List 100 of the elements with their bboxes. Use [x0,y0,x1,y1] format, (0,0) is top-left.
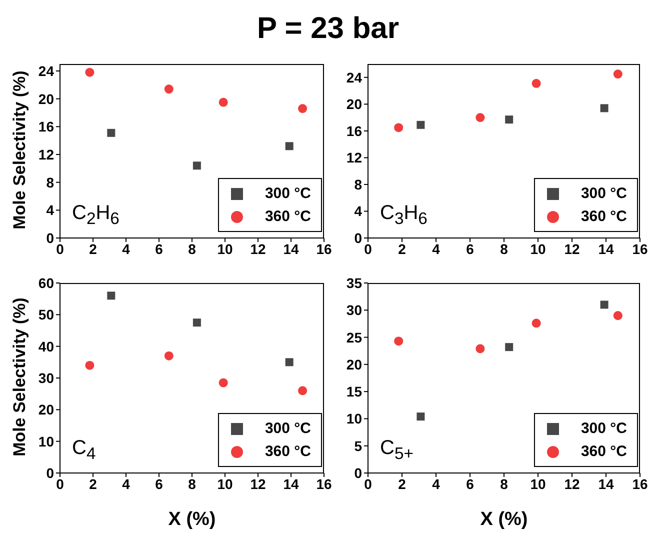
x-tick-label: 6 [155,240,164,257]
x-tick-label: 6 [466,476,474,492]
y-tick-label: 40 [38,338,54,354]
x-tick-label: 14 [598,476,614,492]
annotation: C$_{4}$ [72,437,96,464]
y-tick-label: 24 [346,69,362,86]
y-tick-label: 8 [46,174,54,190]
y-tick-label: 30 [38,370,54,386]
point [532,318,541,328]
point [532,78,541,88]
point [85,360,94,370]
x-tick-label: 14 [598,240,614,257]
annotation: C$_{3}$H$_{6}$ [380,202,428,229]
legend-label: 300 °C [264,184,311,204]
x-tick-label: 4 [122,476,130,492]
legend-label: 360 °C [580,207,627,227]
y-tick-label: 12 [346,150,362,166]
point [164,351,174,360]
point [192,162,201,170]
y-tick-label: 50 [38,306,54,323]
y-tick-label: 0 [46,230,54,246]
x-tick-label: 10 [530,476,546,492]
x-tick-label: 2 [398,240,406,257]
y-tick-label: 20 [346,96,362,112]
x-tick-label: 0 [56,476,64,492]
x-tick-label: 8 [500,240,508,257]
point [600,104,608,112]
x-tick-label: 12 [564,476,580,492]
x-tick-label: 10 [530,240,546,257]
y-tick-label: 16 [38,118,54,135]
x-tick-label: 16 [632,476,648,492]
x-tick-label: 6 [155,476,164,492]
x-axis-title: X (%) [168,509,216,530]
point [505,343,514,352]
point [476,113,485,122]
legend-label: 300 °C [580,419,627,439]
x-tick-label: 10 [217,476,233,492]
x-tick-label: 12 [250,476,266,492]
point [218,378,228,388]
y-tick-label: 4 [354,203,362,220]
x-tick-label: 10 [217,240,233,257]
legend-label: 300 °C [580,184,627,204]
y-tick-label: 20 [38,90,54,107]
point [285,358,294,366]
y-tick-label: 35 [346,274,362,291]
point [285,142,294,150]
y-tick-label: 20 [346,356,362,372]
x-tick-label: 12 [250,240,266,257]
annotation: C$_{2}$H$_{6}$ [72,202,120,229]
x-tick-label: 0 [56,240,64,257]
point [416,120,425,129]
y-tick-label: 25 [346,329,362,346]
point [218,98,228,107]
y-tick-label: 60 [38,274,54,291]
y-tick-label: 16 [346,122,362,139]
point [107,128,116,137]
point [505,116,514,124]
point [298,386,308,396]
x-tick-label: 2 [398,476,406,492]
point [107,292,116,300]
y-axis-title: Mole Selectivity (%) [9,70,30,232]
y-tick-label: 10 [346,410,362,427]
x-tick-label: 8 [500,476,508,492]
legend-label: 360 °C [580,442,627,462]
x-axis-title: X (%) [480,509,528,530]
x-tick-label: 14 [283,476,299,492]
y-tick-label: 15 [346,384,362,400]
y-tick-label: 0 [354,464,362,481]
x-tick-label: 4 [432,240,440,257]
point [298,104,308,114]
x-tick-label: 0 [364,240,372,257]
x-tick-label: 4 [122,240,130,257]
y-tick-label: 24 [38,62,54,79]
y-tick-label: 12 [38,146,54,162]
x-tick-label: 14 [283,240,299,257]
point [416,412,425,421]
x-tick-label: 6 [466,240,474,257]
y-tick-label: 0 [354,230,362,246]
point [164,84,174,94]
annotation: C$_{5+}$ [380,437,414,464]
x-tick-label: 16 [316,240,332,257]
point [613,70,622,79]
legend-label: 360 °C [264,442,311,462]
x-tick-label: 12 [564,240,580,257]
point [600,300,608,309]
x-tick-label: 0 [364,476,372,492]
y-tick-label: 20 [38,402,54,418]
x-tick-label: 4 [432,476,440,492]
y-tick-label: 0 [46,464,54,481]
legend-label: 360 °C [264,207,311,227]
point [85,68,94,77]
point [192,318,201,327]
legend-label: 300 °C [264,419,311,439]
point [476,344,485,354]
x-tick-label: 2 [89,240,98,257]
chart-title: P = 23 bar [256,12,400,46]
y-axis-title: Mole Selectivity (%) [9,296,30,458]
x-tick-label: 2 [89,476,98,492]
point [613,311,622,320]
x-tick-label: 16 [632,240,648,257]
